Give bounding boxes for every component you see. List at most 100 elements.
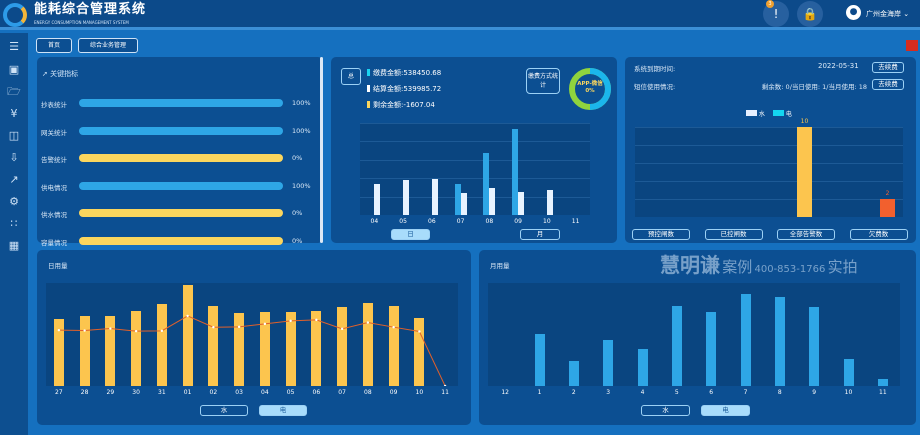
monthly-bar [740, 293, 751, 386]
tab-business[interactable]: 综合业务管理 [78, 38, 138, 53]
tab-month[interactable]: 月 [520, 229, 560, 240]
gridline [635, 127, 903, 128]
daily-bar [131, 310, 142, 386]
gridline [360, 196, 590, 198]
daily-line-point [340, 327, 344, 331]
kpi-value: 0% [292, 154, 303, 162]
x-tick-label: 03 [235, 389, 243, 396]
x-tick-label: 7 [743, 389, 748, 396]
sms-usage: 剩余数: 0/当日使用: 1/当月使用: 18 [761, 83, 867, 91]
daily-bar [79, 315, 90, 386]
avatar[interactable]: ● [846, 5, 861, 20]
monthly-tab-elec[interactable]: 电 [701, 405, 750, 416]
settings-doc-icon[interactable]: ⚙ [9, 195, 19, 208]
x-tick-label: 01 [183, 389, 192, 396]
download-icon[interactable]: ⇩ [9, 151, 19, 164]
x-tick-label: 5 [674, 389, 679, 396]
stat-button[interactable]: 欠费数 [849, 229, 908, 240]
gridline [635, 163, 903, 164]
monitor-icon[interactable]: ◫ [8, 129, 20, 142]
watermark-tag1: 案例 [722, 258, 753, 276]
dashboard-icon[interactable]: ▣ [8, 63, 20, 76]
watermark-tag2: 实拍 [827, 258, 858, 276]
user-menu[interactable]: 广州金海岸 ⌄ [866, 9, 909, 19]
kpi-label: 供水情况 [41, 211, 67, 219]
x-tick-label: 2 [571, 389, 576, 396]
renew-button[interactable]: 去续费 [872, 62, 904, 73]
kpi-label: 告警统计 [41, 156, 67, 164]
apps-icon[interactable]: ∷ [10, 217, 18, 230]
kpi-title-text: 关键指标 [50, 70, 79, 78]
x-tick-label: 06 [312, 389, 321, 396]
user-name: 广州金海岸 [866, 10, 901, 18]
daily-line-point [392, 325, 395, 329]
x-tick-label: 12 [501, 389, 509, 396]
x-tick-label: 09 [389, 389, 398, 396]
daily-bar [362, 302, 373, 386]
expire-label: 系统到期时间: [634, 65, 676, 73]
payment-line: 缴费金额:538450.68 [373, 69, 442, 77]
bar-settle [374, 183, 381, 215]
method-tag: 缴费方式统计 [526, 68, 560, 94]
stat-button[interactable]: 预控闸数 [632, 229, 690, 240]
daily-line-point [443, 384, 447, 386]
payment-chart: 04 05 06 07 08 09 10 11 [360, 123, 590, 225]
daily-bar [414, 317, 425, 386]
lock-button[interactable]: 🔒 [797, 1, 823, 27]
x-tick-label: 10 [543, 218, 551, 225]
gridline [360, 159, 590, 161]
daily-line-point [134, 329, 138, 333]
monthly-bar [706, 312, 717, 386]
bar-settle [460, 192, 467, 215]
kpi-bar [79, 99, 283, 107]
x-tick-label: 9 [812, 389, 817, 396]
close-button[interactable] [906, 40, 918, 51]
daily-tab-water[interactable]: 水 [200, 405, 248, 416]
monthly-title: 月用量 [490, 262, 510, 270]
x-tick-label: 8 [777, 389, 782, 396]
report-icon[interactable]: ▦ [8, 239, 20, 252]
legend-water-swatch [746, 110, 757, 116]
scrollbar[interactable] [320, 57, 323, 243]
kpi-panel: ➚ 关键指标 抄表统计 100% 网关统计 100% 告警统计 0% 供电情况 100% 供水情… [37, 57, 323, 247]
monthly-tab-water[interactable]: 水 [641, 405, 690, 416]
sms-renew-button[interactable]: 去续费 [872, 79, 904, 90]
kpi-value: 100% [292, 99, 311, 107]
daily-line-point [109, 327, 112, 330]
daily-bar [53, 318, 64, 386]
watermark: 慧明谦 案例 400-853-1766 实拍 [660, 254, 858, 281]
stat-button[interactable]: 全部告警数 [777, 229, 835, 240]
folder-icon[interactable]: 🗁 [7, 85, 21, 98]
kpi-bar [79, 236, 283, 245]
x-tick-label: 06 [428, 218, 436, 225]
payment-donut [569, 68, 611, 110]
header: 能耗综合管理系统 ENERGY CONSUMPTION MANAGEMENT S… [0, 0, 920, 30]
payment-panel: 总 缴费金额:538450.68 结算金额:539985.72 剩余金额:-1607… [331, 57, 617, 243]
kpi-value: 0% [292, 236, 303, 245]
monthly-bar [774, 296, 785, 386]
stat-button[interactable]: 已控闸数 [704, 229, 763, 240]
x-tick-label: 31 [158, 389, 166, 396]
x-tick-label: 10 [415, 389, 424, 396]
daily-trend-line [58, 315, 446, 386]
tab-day[interactable]: 日 [391, 229, 430, 240]
donut-ring-blue [589, 68, 611, 110]
daily-line-point [315, 318, 318, 322]
monthly-bar [603, 339, 614, 386]
x-tick-label: 09 [514, 218, 522, 225]
line-chart-icon[interactable]: ↗ [9, 173, 19, 186]
kpi-label: 抄表统计 [41, 101, 67, 109]
gridline [635, 199, 903, 200]
daily-tab-elec[interactable]: 电 [259, 405, 307, 416]
tab-home[interactable]: 首页 [36, 38, 72, 53]
payment-line: 剩余金额:-1607.04 [373, 101, 435, 109]
kpi-title: ➚ 关键指标 [42, 69, 78, 79]
yuan-icon[interactable]: ¥ [10, 107, 18, 120]
kpi-label: 供电情况 [41, 183, 67, 192]
x-tick-label: 27 [55, 389, 63, 396]
legend-swatch [367, 85, 370, 92]
gridline [635, 145, 903, 146]
x-tick-label: 1 [537, 389, 542, 396]
menu-icon[interactable]: ☰ [9, 40, 19, 53]
x-tick-label: 04 [370, 218, 379, 225]
